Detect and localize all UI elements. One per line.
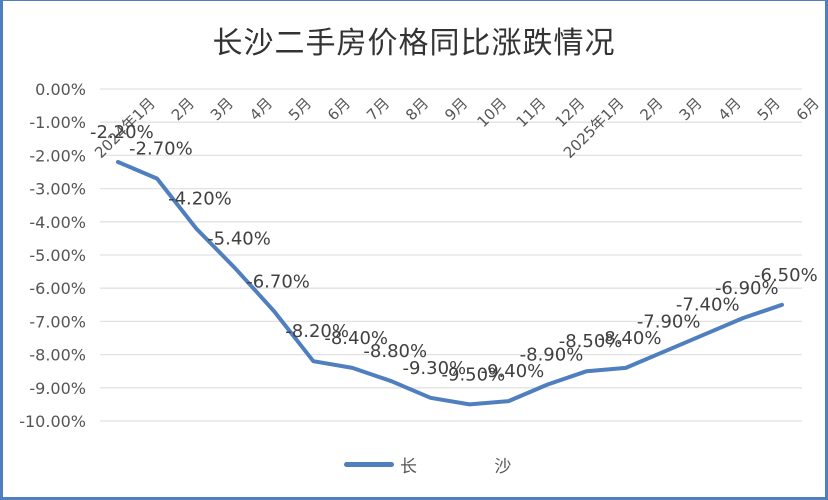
data-label: -8.40% [324,328,388,349]
gridlines [100,88,802,422]
y-tick-label: -8.00% [29,346,86,365]
data-label: -6.70% [246,271,310,292]
data-label: -8.50% [559,331,623,352]
x-tick-label: 6月 [793,94,823,124]
y-tick-label: -7.00% [29,312,86,331]
y-axis: 0.00% -1.00% -2.00% -3.00% -4.00% -5.00% -6.00… [19,80,86,431]
x-tick-label: 3月 [676,94,706,124]
data-label: -4.20% [168,188,232,209]
legend: 长 沙 [344,452,547,477]
data-labels: -2.20%-2.70%-4.20%-5.40%-6.70%-8.20%-8.4… [90,122,818,385]
data-label: -7.40% [676,295,740,316]
data-label: -2.20% [90,122,154,143]
x-tick-label: 2月 [637,94,667,124]
y-tick-label: -6.00% [29,279,86,298]
legend-line-icon [344,462,394,467]
legend-label: 长 沙 [400,457,548,477]
chart-title: 长沙二手房价格同比涨跌情况 [212,26,616,61]
series-line-changsha [116,160,784,407]
data-label: -8.40% [598,328,662,349]
y-tick-label: -1.00% [29,113,86,132]
x-tick-label: 2月 [168,94,198,124]
data-label: -6.90% [715,278,779,299]
x-tick-label: 4月 [246,94,276,124]
x-tick-label: 7月 [363,94,393,124]
data-label: -7.90% [637,311,701,332]
y-tick-label: 0.00% [35,80,86,99]
x-tick-label: 5月 [285,94,315,124]
data-label: -2.70% [129,139,193,160]
x-tick-label: 9月 [441,94,471,124]
data-label: -6.50% [754,265,818,286]
data-label: -8.80% [363,341,427,362]
x-tick-label: 11月 [513,94,550,131]
x-tick-label: 10月 [474,94,511,131]
y-tick-label: -9.00% [29,379,86,398]
data-label: -9.40% [481,361,545,382]
x-tick-label: 6月 [324,94,354,124]
data-label: -9.30% [402,358,466,379]
x-tick-label: 5月 [754,94,784,124]
x-tick-label: 3月 [207,94,237,124]
y-tick-label: -4.00% [29,213,86,232]
x-tick-label: 8月 [402,94,432,124]
y-tick-label: -3.00% [29,180,86,199]
y-tick-label: -10.00% [19,412,86,431]
data-label: -8.20% [285,321,349,342]
data-label: -5.40% [207,228,271,249]
x-tick-label: 4月 [715,94,745,124]
data-label: -8.90% [520,344,584,365]
y-tick-label: -2.00% [29,146,86,165]
y-tick-label: -5.00% [29,246,86,265]
data-label: -9.50% [442,364,506,385]
